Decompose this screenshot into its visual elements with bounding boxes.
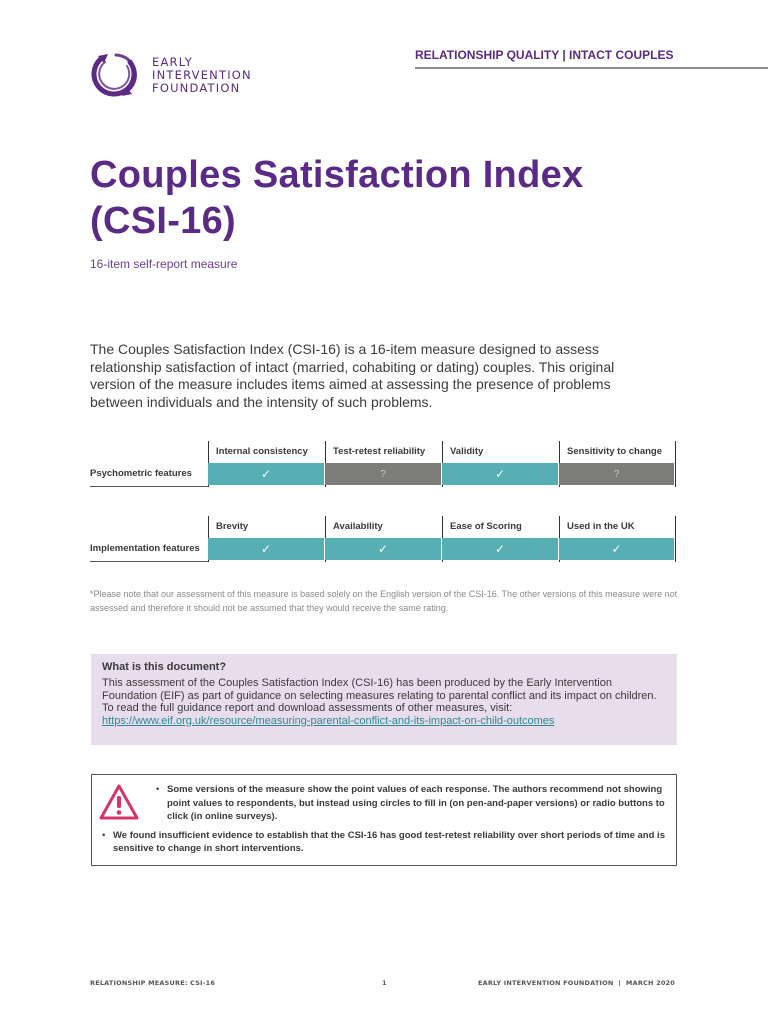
title-line-2: (CSI-16) — [90, 200, 236, 242]
feature-rating-yes: ✓ — [325, 538, 442, 560]
psychometric-features-table: Psychometric features Internal consisten… — [90, 441, 677, 487]
feature-rating-unknown: ? — [325, 463, 442, 485]
feature-rating-yes: ✓ — [442, 463, 559, 485]
feature-rating-yes: ✓ — [559, 538, 675, 560]
feature-rating-yes: ✓ — [442, 538, 559, 560]
feature-header: Availability — [333, 521, 383, 532]
feature-rating-yes: ✓ — [208, 538, 325, 560]
feature-header: Sensitivity to change — [567, 446, 663, 457]
footer-measure-name: RELATIONSHIP MEASURE: CSI-16 — [90, 979, 216, 987]
info-box-title: What is this document? — [102, 661, 227, 673]
page-subtitle: 16-item self-report measure — [90, 257, 238, 271]
implementation-features-label: Implementation features — [90, 543, 208, 562]
logo-line-1: EARLY — [152, 54, 194, 69]
info-box-text: This assessment of the Couples Satisfact… — [102, 677, 657, 714]
feature-header: Validity — [450, 446, 484, 457]
feature-column: Test-retest reliability ? — [325, 441, 442, 487]
feature-rating-unknown: ? — [559, 463, 675, 485]
feature-header: Ease of Scoring — [450, 521, 522, 532]
feature-column: Brevity ✓ — [208, 516, 325, 562]
circular-arrows-icon — [91, 53, 137, 97]
psychometric-features-label: Psychometric features — [90, 468, 208, 487]
warning-item-text: We found insufficient evidence to establ… — [113, 829, 665, 855]
feature-column: Ease of Scoring ✓ — [442, 516, 559, 562]
warning-item: • We found insufficient evidence to esta… — [102, 829, 666, 856]
header-divider — [415, 67, 768, 69]
logo-line-3: FOUNDATION — [152, 80, 241, 95]
feature-column: Internal consistency ✓ — [208, 441, 325, 487]
bullet: • — [102, 829, 106, 841]
warning-triangle-icon — [99, 784, 139, 820]
warning-item: • Some versions of the measure show the … — [156, 783, 666, 824]
feature-column: Sensitivity to change ? — [559, 441, 676, 487]
feature-column: Validity ✓ — [442, 441, 559, 487]
footer-publisher-date: EARLY INTERVENTION FOUNDATION | MARCH 20… — [477, 979, 675, 987]
bullet: • — [156, 784, 160, 795]
feature-column: Used in the UK ✓ — [559, 516, 676, 562]
title-line-1: Couples Satisfaction Index — [90, 154, 584, 196]
feature-header: Used in the UK — [567, 521, 635, 532]
assessment-footnote: *Please note that our assessment of this… — [90, 589, 678, 613]
implementation-features-table: Implementation features Brevity ✓ Availa… — [90, 516, 677, 562]
eif-resource-link[interactable]: https://www.eif.org.uk/resource/measurin… — [102, 714, 555, 727]
logo-wordmark: EARLY INTERVENTION FOUNDATION — [152, 54, 252, 95]
logo-line-2: INTERVENTION — [152, 67, 252, 82]
feature-header: Brevity — [216, 521, 249, 532]
feature-column: Availability ✓ — [325, 516, 442, 562]
feature-header: Internal consistency — [216, 446, 308, 457]
warning-list: • Some versions of the measure show the … — [102, 783, 666, 856]
page-title: Couples Satisfaction Index (CSI-16) — [90, 152, 583, 244]
eif-logo: EARLY INTERVENTION FOUNDATION — [90, 50, 252, 100]
warning-item-text: Some versions of the measure show the po… — [167, 784, 665, 822]
intro-paragraph: The Couples Satisfaction Index (CSI-16) … — [90, 341, 615, 410]
feature-header: Test-retest reliability — [333, 446, 426, 457]
page-number: 1 — [382, 979, 387, 987]
feature-rating-yes: ✓ — [208, 463, 325, 485]
section-tag: RELATIONSHIP QUALITY | INTACT COUPLES — [415, 48, 674, 62]
warning-box: • Some versions of the measure show the … — [91, 774, 677, 866]
what-is-this-document-box: What is this document? This assessment o… — [91, 654, 677, 745]
